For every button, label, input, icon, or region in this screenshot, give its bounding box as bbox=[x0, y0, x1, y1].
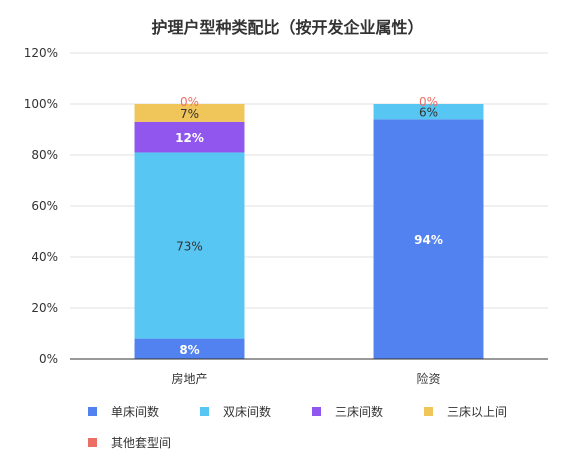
legend-label: 双床间数 bbox=[223, 405, 272, 419]
chart-title: 护理户型种类配比（按开发企业属性） bbox=[151, 18, 424, 37]
legend-label: 其他套型间 bbox=[111, 436, 172, 450]
bar-segment bbox=[134, 338, 245, 359]
data-label: 8% bbox=[179, 343, 199, 357]
y-tick-label: 120% bbox=[24, 46, 58, 60]
legend-label: 三床间数 bbox=[335, 405, 384, 419]
legend-label: 单床间数 bbox=[111, 405, 160, 419]
y-axis-tick-labels: 0% 20% 40% 60% 80% 100% 120% bbox=[24, 46, 58, 366]
y-tick-label: 20% bbox=[31, 301, 58, 315]
legend: 单床间数 双床间数 三床间数 三床以上间其他套型间 bbox=[88, 403, 558, 451]
legend-item[interactable]: 三床以上间 bbox=[424, 403, 536, 420]
stacked-bar-chart: 0%20%40%60%80%100%120% 房地产 险资 8%73%12%7%0… bbox=[24, 46, 548, 386]
data-label: 7% bbox=[180, 107, 199, 121]
data-label: 12% bbox=[175, 131, 204, 145]
bar-segment bbox=[134, 104, 245, 122]
legend-label: 三床以上间 bbox=[447, 405, 508, 419]
bar-segment bbox=[134, 152, 245, 339]
bar-segment bbox=[373, 119, 484, 359]
legend-item[interactable]: 其他套型间 bbox=[88, 434, 200, 451]
x-tick-label: 房地产 bbox=[171, 371, 207, 386]
x-axis-tick-labels: 房地产 险资 bbox=[171, 371, 440, 386]
y-tick-label: 100% bbox=[24, 97, 58, 111]
y-tick-label: 80% bbox=[31, 148, 58, 162]
data-label: 6% bbox=[419, 106, 438, 120]
bars bbox=[134, 104, 484, 359]
legend-item[interactable]: 单床间数 bbox=[88, 403, 200, 420]
legend-swatch bbox=[424, 407, 433, 416]
legend-item[interactable]: 双床间数 bbox=[200, 403, 312, 420]
data-label: 73% bbox=[176, 240, 203, 254]
data-label: 0% bbox=[419, 95, 438, 109]
y-tick-label: 60% bbox=[31, 199, 58, 213]
data-label: 0% bbox=[180, 95, 199, 109]
legend-swatch bbox=[312, 407, 321, 416]
legend-swatch bbox=[200, 407, 209, 416]
bar-segment bbox=[134, 121, 245, 153]
legend-swatch bbox=[88, 407, 97, 416]
data-labels: 8%73%12%7%0%94%6%0% bbox=[175, 95, 443, 357]
x-tick-label: 险资 bbox=[416, 371, 440, 386]
legend-item[interactable]: 三床间数 bbox=[312, 403, 424, 420]
bar-segment bbox=[373, 104, 484, 120]
legend-swatch bbox=[88, 438, 97, 447]
y-tick-label: 40% bbox=[31, 250, 58, 264]
data-label: 94% bbox=[414, 233, 443, 247]
y-tick-label: 0% bbox=[39, 352, 58, 366]
